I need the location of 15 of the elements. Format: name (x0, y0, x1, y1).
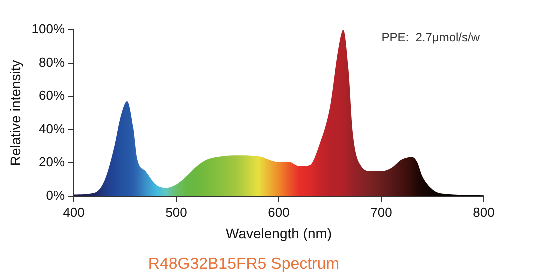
x-tick-label: 500 (166, 204, 188, 220)
y-tick-label: 60% (39, 88, 66, 104)
x-axis-title: Wavelength (nm) (226, 225, 332, 242)
y-tick-label: 40% (39, 121, 66, 136)
y-tick-label: 80% (39, 54, 66, 70)
text: R48G32B15FR5 Spectrum (148, 256, 340, 273)
x-tick-label: 600 (268, 204, 290, 220)
x-tick-label: 700 (370, 204, 392, 220)
x-tick-label: 400 (63, 204, 85, 220)
y-axis-title: Relative intensity (7, 60, 24, 166)
y-tick-label: 20% (39, 154, 66, 170)
y-tick-label: 100% (32, 22, 66, 37)
y-tick-label: 0% (46, 188, 66, 203)
x-tick-label: 800 (473, 204, 495, 220)
annotation: PPE: 2.7μmol/s/w (382, 30, 480, 44)
